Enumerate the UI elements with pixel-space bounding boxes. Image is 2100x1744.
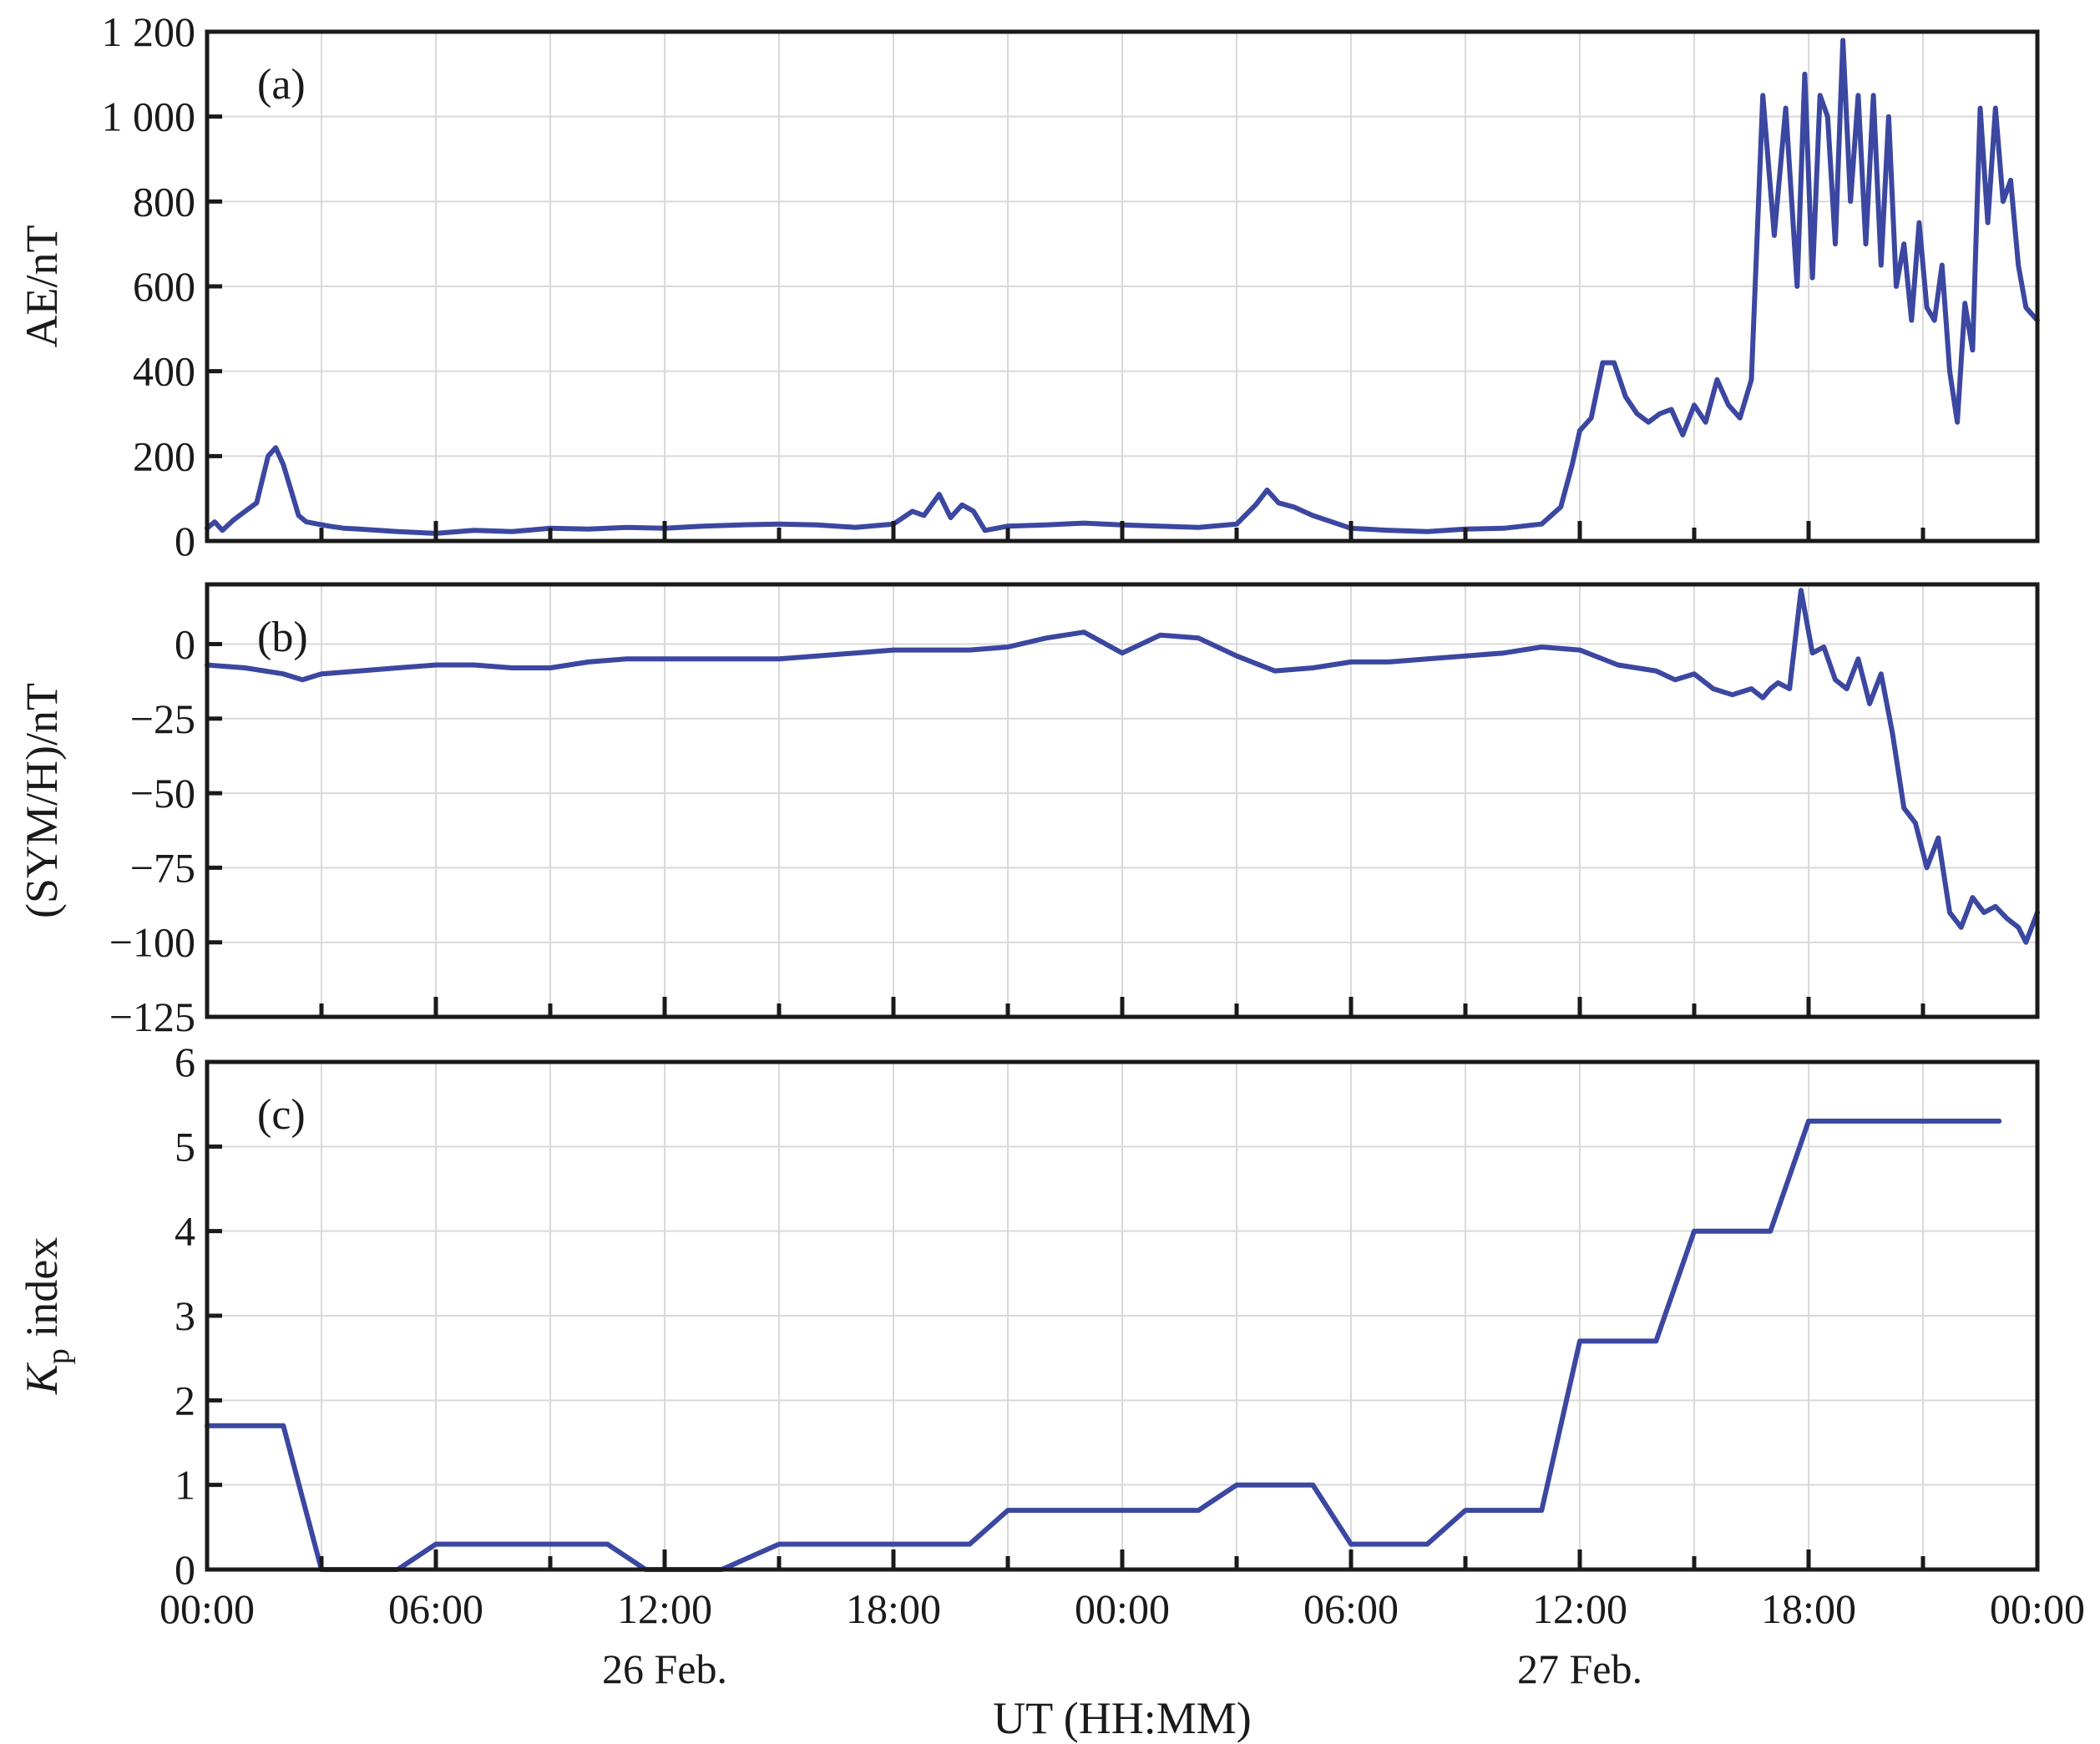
y-tick-label: 1 200 (102, 8, 196, 55)
x-tick-label: 06:00 (388, 1585, 483, 1632)
date-label: 26 Feb. (602, 1645, 727, 1692)
x-tick-label: 18:00 (846, 1585, 941, 1632)
date-label: 27 Feb. (1517, 1645, 1642, 1692)
y-tick-label: −100 (109, 919, 195, 966)
y-tick-label: 600 (133, 263, 195, 310)
y-tick-label: 6 (175, 1039, 195, 1085)
y-tick-label: 5 (175, 1123, 195, 1170)
y-tick-label: 200 (133, 432, 195, 479)
panel-b-sym-h-index: 0 −25 −50 −75 −100 −125 (b) (SYM/H)/nT (17, 582, 2040, 1040)
y-tick-label: 1 (175, 1462, 195, 1509)
y-tick-label: −125 (109, 993, 195, 1040)
y-axis-title: AE/nT (17, 225, 67, 348)
x-tick-label: 12:00 (1532, 1585, 1627, 1632)
panel-tag: (c) (257, 1091, 306, 1139)
y-axis-title: Kp index (17, 1237, 76, 1396)
y-tick-label: 400 (133, 348, 195, 395)
series-line (205, 1118, 2002, 1572)
x-tick-label: 00:00 (1075, 1585, 1170, 1632)
y-tick-label: 0 (175, 1546, 195, 1593)
y-tick-label: 800 (133, 178, 195, 225)
y-tick-label: 0 (175, 518, 195, 564)
panel-tag: (b) (257, 614, 308, 661)
x-tick-label: 00:00 (159, 1585, 255, 1632)
series-line (205, 38, 2040, 536)
y-tick-label: 4 (175, 1208, 195, 1255)
panel-a-ae-index: 0 200 400 600 800 1 000 1 200 (a) AE/nT (17, 8, 2040, 564)
x-tick-label: 06:00 (1303, 1585, 1399, 1632)
panel-c-kp-index: 0 1 2 3 4 5 6 (c) Kp index (17, 1039, 2040, 1593)
y-tick-label: −25 (130, 695, 195, 742)
series-line (205, 588, 2040, 945)
x-tick-label: 18:00 (1761, 1585, 1856, 1632)
y-tick-label: −75 (130, 844, 195, 891)
x-tick-label: 00:00 (1990, 1585, 2085, 1632)
y-tick-label: 2 (175, 1377, 195, 1423)
x-tick-label: 12:00 (617, 1585, 712, 1632)
y-tick-label: 0 (175, 620, 195, 667)
y-tick-label: 1 000 (102, 94, 196, 140)
y-axis-title: (SYM/H)/nT (17, 683, 67, 918)
y-tick-label: 3 (175, 1292, 195, 1339)
y-tick-label: −50 (130, 770, 195, 816)
x-axis-title: UT (HH:MM) (993, 1693, 1252, 1743)
shared-time-axis: 00:00 06:00 12:00 18:00 00:00 06:00 12:00 18:00… (159, 1585, 2085, 1743)
panel-tag: (a) (257, 61, 306, 109)
